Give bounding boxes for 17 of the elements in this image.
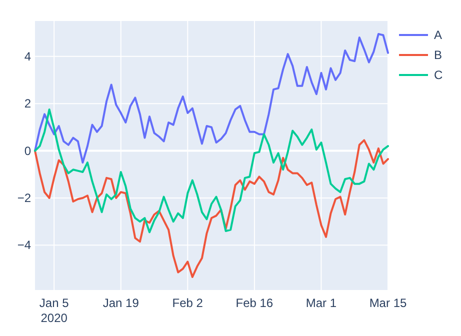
- x-tick-label: Mar 15: [369, 296, 407, 310]
- y-tick-label: 0: [24, 144, 32, 158]
- x-tick-label: Feb 16: [236, 296, 274, 310]
- legend-label: A: [434, 28, 442, 42]
- legend-label: C: [434, 68, 443, 82]
- y-tick-label: −2: [17, 190, 32, 205]
- y-tick-label: 4: [24, 49, 32, 64]
- x-tick-label: Jan 5 2020: [39, 296, 70, 325]
- line-series: [34, 32, 389, 164]
- x-tick-label: Mar 1: [306, 296, 337, 310]
- legend-label: B: [434, 48, 442, 62]
- x-tick-label: Jan 19: [102, 296, 140, 310]
- y-tick-label: 2: [24, 96, 32, 111]
- y-tick-label: −4: [17, 238, 32, 252]
- x-tick-label: Feb 2: [172, 296, 204, 310]
- line-series: [34, 139, 389, 278]
- line-series: [34, 108, 389, 234]
